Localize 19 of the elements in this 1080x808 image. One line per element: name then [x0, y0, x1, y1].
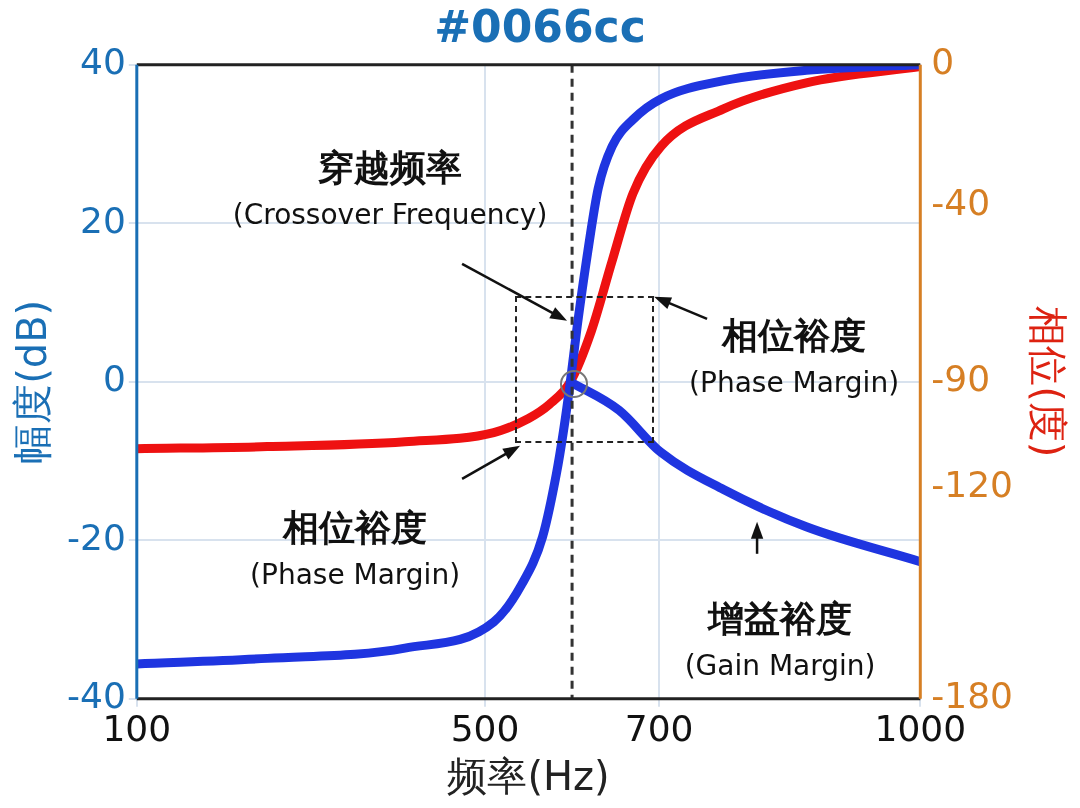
- annotation: 相位裕度 (Phase Margin): [250, 507, 461, 592]
- y-axis-title: 幅度(dB): [9, 299, 56, 464]
- x-tick-label: 500: [450, 707, 520, 749]
- chart-title: #0066cc: [434, 0, 646, 52]
- annotation: 相位裕度 (Phase Margin): [689, 315, 900, 400]
- y-tick-label: 40: [79, 41, 126, 83]
- annotation: 增益裕度 (Gain Margin): [684, 598, 876, 683]
- x-tick-label: 1000: [874, 707, 967, 749]
- x-tick-label: 700: [624, 707, 694, 749]
- y-tick-label: 20: [79, 199, 126, 241]
- y-tick-label: 0: [102, 358, 126, 400]
- y-tick-label: -20: [66, 516, 126, 558]
- y2-tick-label: -40: [931, 182, 991, 224]
- y2-axis-title: 相位(度): [1024, 306, 1071, 458]
- y2-tick-label: -120: [931, 463, 1013, 505]
- annotation: 穿越频率 (Crossover Frequency): [232, 147, 548, 232]
- y2-tick-label: -90: [931, 358, 991, 400]
- x-axis-title: 频率(Hz): [447, 753, 610, 800]
- y2-tick-label: 0: [931, 41, 955, 83]
